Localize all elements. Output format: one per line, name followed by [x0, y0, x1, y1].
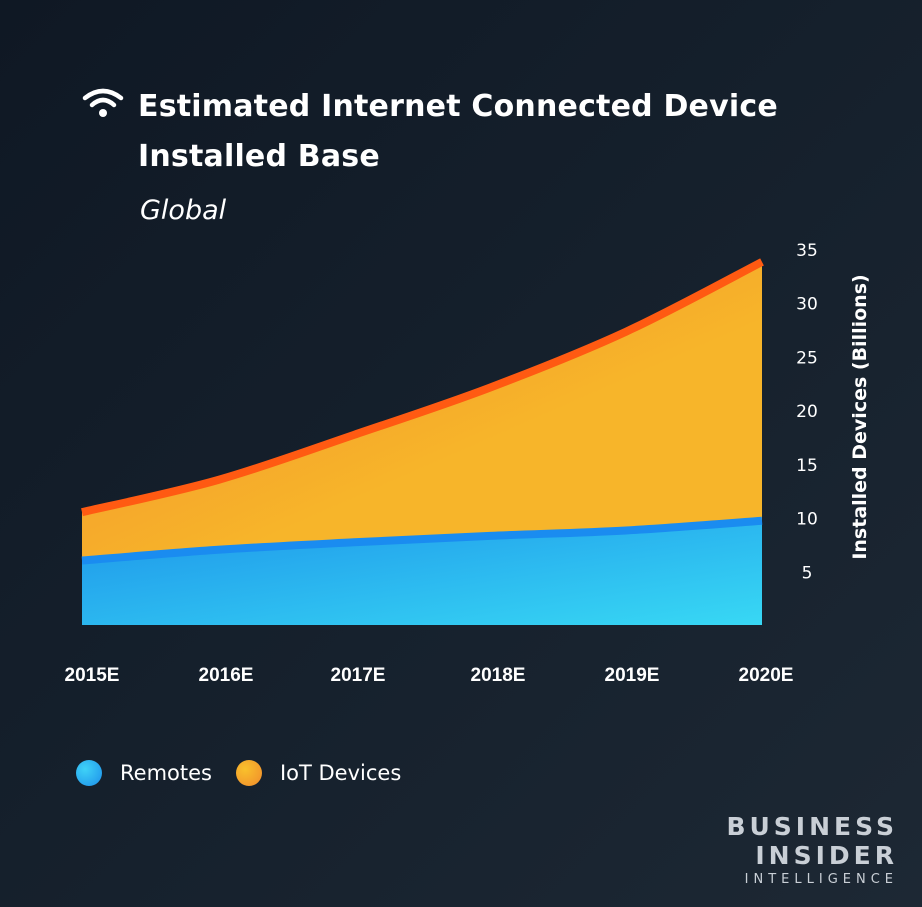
- wifi-icon: [82, 88, 124, 117]
- y-tick-label: 25: [796, 348, 818, 368]
- y-tick-label: 20: [796, 402, 818, 422]
- chart-title: Estimated Internet Connected Device Inst…: [138, 89, 778, 174]
- y-tick-label: 10: [796, 510, 818, 530]
- y-tick-label: 30: [796, 295, 818, 315]
- x-tick-label: 2016E: [199, 665, 254, 686]
- remotes-area: [82, 520, 762, 625]
- x-tick-label: 2017E: [331, 665, 386, 686]
- iot-devices-line: [81, 258, 764, 517]
- y-tick-label: 5: [802, 563, 813, 583]
- remotes-line: [81, 516, 763, 565]
- x-tick-label: 2019E: [605, 665, 660, 686]
- chart-legend: Remotes IoT Devices: [76, 760, 425, 786]
- legend-item-remotes: Remotes: [76, 760, 212, 786]
- chart-subtitle: Global: [140, 195, 227, 226]
- area-chart: 2015E 2016E 2017E 2018E 2019E 2020E 5 10 15 20 25…: [65, 241, 871, 686]
- legend-label-remotes: Remotes: [120, 761, 212, 785]
- business-insider-intelligence-logo: BUSINESS INSIDER INTELLIGENCE: [726, 812, 898, 890]
- y-tick-label: 15: [796, 456, 818, 476]
- legend-label-iot-devices: IoT Devices: [279, 761, 402, 785]
- y-tick-label: 35: [796, 241, 818, 261]
- x-tick-label: 2020E: [739, 665, 794, 686]
- iot-devices-swatch: [235, 760, 262, 786]
- logo-line-intelligence: INTELLIGENCE: [744, 872, 898, 887]
- x-tick-label: 2015E: [65, 665, 120, 686]
- chart-header: Estimated Internet Connected Device Inst…: [82, 82, 802, 182]
- iot-devices-area: [82, 261, 762, 561]
- y-axis-label: Installed Devices (Billions): [849, 274, 871, 559]
- legend-item-iot-devices: IoT Devices: [235, 760, 402, 786]
- logo-line-insider: INSIDER: [755, 841, 898, 870]
- x-tick-label: 2018E: [471, 665, 526, 686]
- remotes-swatch: [76, 760, 102, 786]
- logo-line-business: BUSINESS: [726, 812, 898, 841]
